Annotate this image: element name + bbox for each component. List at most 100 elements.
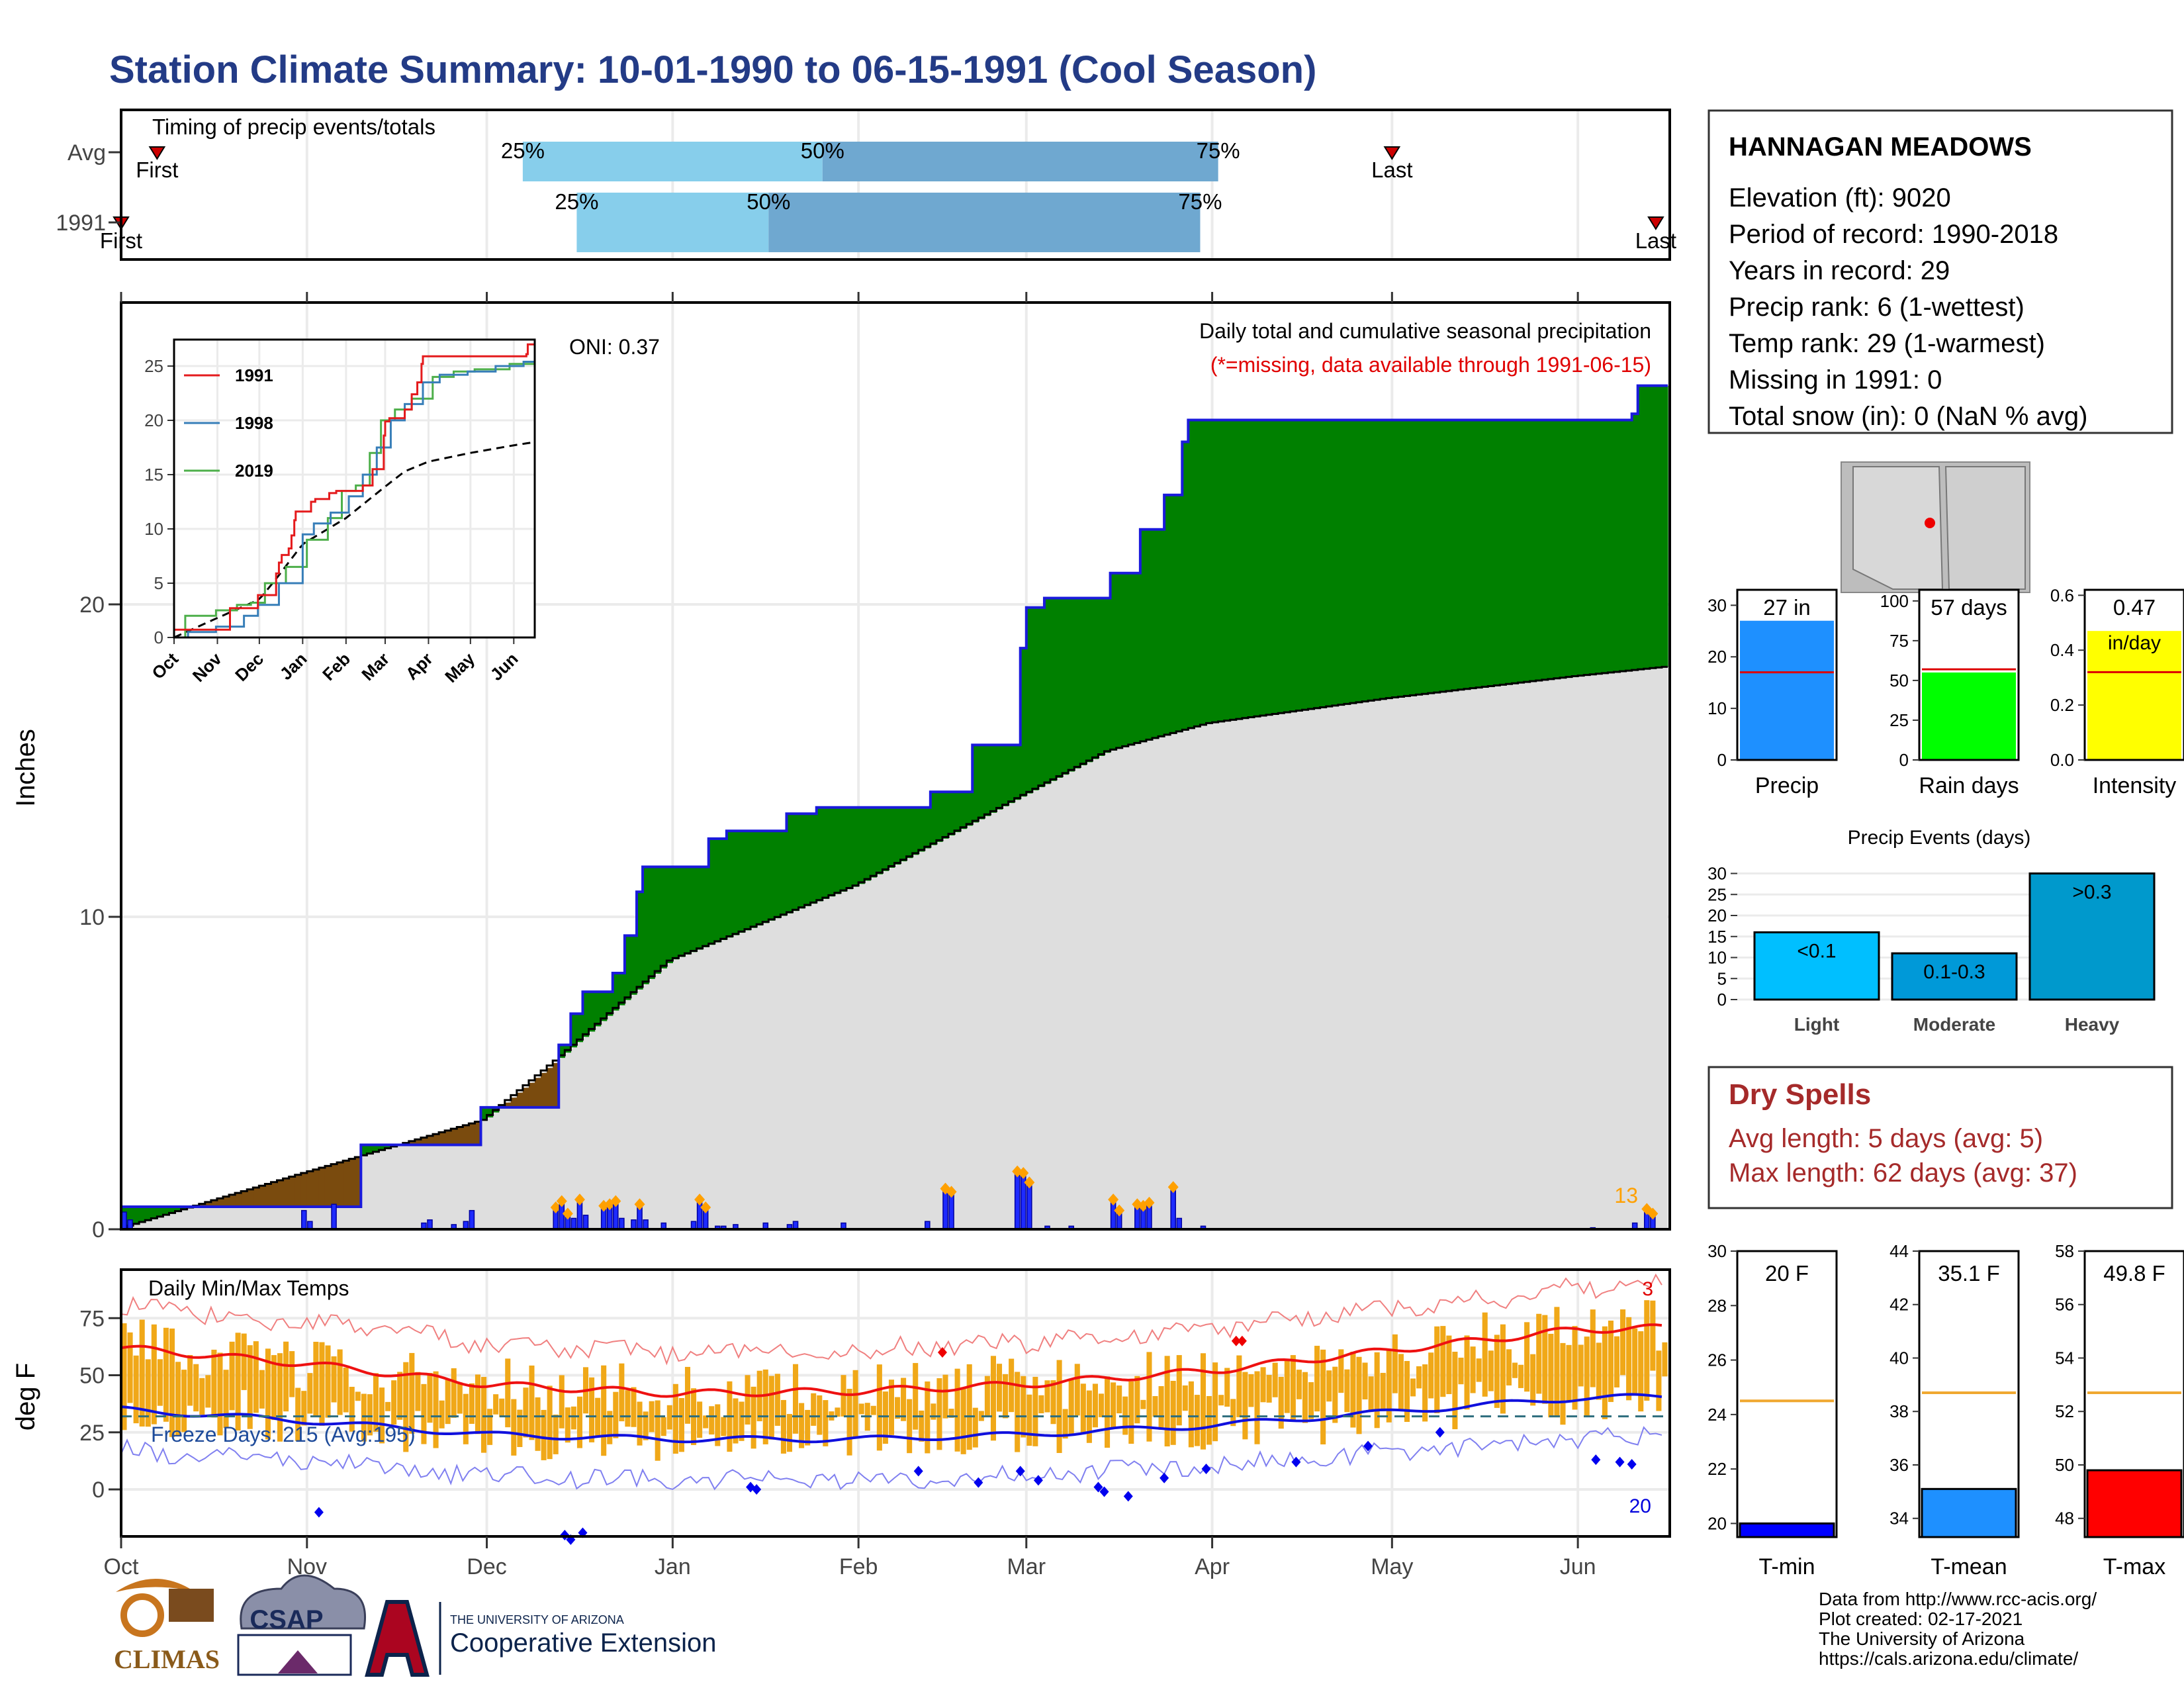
daily-temp-bar — [469, 1383, 475, 1424]
surplus-area — [1355, 420, 1363, 703]
daily-temp-bar — [960, 1387, 966, 1454]
daily-temp-bar — [876, 1364, 882, 1451]
daily-temp-bar — [978, 1411, 984, 1421]
events-bar-light — [1753, 931, 1880, 1001]
month-tick-label: Dec — [467, 1554, 506, 1579]
temp-bar-y-tick-label: 24 — [1707, 1405, 1727, 1425]
mini-bar-value-label: 27 in — [1763, 595, 1811, 620]
daily-temp-bar — [972, 1407, 978, 1448]
daily-temp-bar — [990, 1356, 996, 1441]
daily-temp-bar — [433, 1371, 439, 1448]
surplus-area — [1535, 420, 1543, 681]
surplus-area — [1572, 420, 1578, 677]
dry-spells-max: Max length: 62 days (avg: 37) — [1729, 1158, 2077, 1188]
surplus-area — [1518, 420, 1525, 683]
surplus-area — [816, 807, 823, 902]
record-low-marker — [1591, 1454, 1601, 1466]
surplus-area — [984, 745, 991, 816]
footer-line: https://cals.arizona.edu/climate/ — [1819, 1648, 2078, 1669]
surplus-area — [1368, 420, 1375, 702]
surplus-area — [1302, 420, 1309, 710]
daily-temp-bar — [1080, 1383, 1086, 1434]
heavy-event-marker — [1114, 1204, 1125, 1217]
surplus-area — [852, 807, 859, 887]
surplus-area — [655, 867, 661, 974]
daily-temp-bar — [1650, 1300, 1656, 1371]
daily-temp-bar — [1266, 1375, 1272, 1403]
surplus-area — [1224, 420, 1231, 722]
dry-spells-title: Dry Spells — [1729, 1078, 1871, 1111]
surplus-area — [684, 867, 692, 955]
surplus-area — [978, 745, 985, 820]
daily-temp-bar — [1320, 1349, 1326, 1445]
record-high-marker — [937, 1347, 947, 1358]
timing-q50-label: 50% — [801, 138, 844, 163]
daily-temp-bar — [1578, 1344, 1584, 1387]
surplus-area — [643, 867, 649, 984]
daily-temp-bar — [445, 1379, 451, 1425]
daily-temp-bar — [415, 1372, 421, 1411]
deficit-area — [451, 1129, 457, 1145]
surplus-area — [924, 807, 931, 849]
surplus-area — [738, 831, 745, 933]
mini-y-tick-label: 75 — [1889, 631, 1909, 651]
surplus-area — [918, 807, 925, 852]
surplus-area — [1488, 420, 1494, 687]
surplus-area — [900, 807, 907, 862]
events-bar-label: <0.1 — [1797, 940, 1836, 962]
daily-temp-bar — [907, 1399, 913, 1454]
daily-temp-bar — [1626, 1317, 1632, 1401]
surplus-area — [1032, 607, 1039, 790]
daily-precip-bar — [1014, 1170, 1021, 1230]
daily-temp-bar — [193, 1364, 199, 1412]
daily-temp-bar — [505, 1358, 511, 1428]
temp-bar-value-label: 49.8 F — [2103, 1261, 2165, 1286]
mini-y-tick-label: 0.2 — [2050, 695, 2074, 715]
daily-temp-bar — [1494, 1335, 1500, 1408]
daily-temp-bar — [625, 1390, 631, 1427]
daily-temp-bar — [751, 1386, 756, 1449]
daily-temp-bar — [697, 1401, 703, 1438]
temp-bar-t-max — [2086, 1469, 2183, 1538]
surplus-area — [1416, 420, 1423, 695]
daily-temp-bar — [858, 1403, 864, 1415]
daily-temp-bar — [1015, 1372, 1021, 1452]
inset-series-1991 — [174, 343, 535, 631]
timing-q25-50-bar — [576, 193, 769, 252]
daily-temp-bar — [1224, 1368, 1230, 1407]
station-info-line: Elevation (ft): 9020 — [1729, 183, 1951, 212]
daily-precip-bar — [1176, 1217, 1183, 1230]
daily-temp-bar — [1458, 1357, 1464, 1385]
daily-temp-bar — [1386, 1350, 1392, 1423]
avg-first-marker — [148, 146, 166, 160]
daily-temp-bar — [295, 1387, 301, 1441]
deficit-area — [247, 1190, 253, 1207]
temp-bar-y-tick-label: 56 — [2055, 1295, 2074, 1315]
daily-temp-bar — [1128, 1381, 1134, 1444]
timing-q25-50-bar — [522, 142, 823, 181]
daily-temp-bar — [265, 1348, 271, 1440]
daily-temp-bar — [499, 1398, 505, 1417]
daily-temp-bar — [325, 1345, 331, 1418]
daily-temp-bar — [133, 1355, 139, 1424]
daily-temp-bar — [1044, 1380, 1050, 1413]
temp-bar-y-tick-label: 34 — [1889, 1509, 1909, 1528]
daily-temp-bar — [487, 1409, 493, 1445]
daily-temp-bar — [1056, 1360, 1062, 1453]
daily-temp-bar — [271, 1355, 277, 1421]
temp-y-tick-label: 50 — [79, 1364, 105, 1389]
heavy-event-marker — [694, 1194, 705, 1206]
daily-temp-bar — [607, 1411, 613, 1444]
mini-y-tick-label: 0.6 — [2050, 585, 2074, 605]
csap-logo-text: CSAP — [250, 1605, 323, 1634]
surplus-area — [672, 867, 680, 960]
deficit-area — [420, 1138, 428, 1145]
inset-bg — [174, 340, 535, 637]
deficit-area — [277, 1181, 284, 1207]
daily-temp-bar — [1026, 1394, 1032, 1446]
freeze-days-label: Freeze Days: 215 (Avg:195) — [151, 1423, 416, 1446]
daily-temp-bar — [1111, 1382, 1116, 1429]
daily-temp-bar — [1290, 1355, 1296, 1421]
daily-temp-bar — [678, 1397, 684, 1452]
daily-temp-bar — [1158, 1385, 1164, 1430]
